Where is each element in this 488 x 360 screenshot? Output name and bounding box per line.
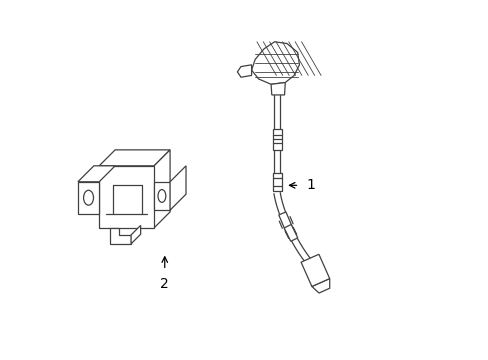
Polygon shape: [154, 150, 170, 228]
Bar: [272, 173, 281, 192]
Polygon shape: [251, 42, 299, 84]
Ellipse shape: [158, 190, 165, 202]
Bar: [284, 225, 297, 241]
Polygon shape: [170, 166, 185, 210]
Polygon shape: [99, 150, 170, 166]
Bar: [272, 129, 281, 150]
Polygon shape: [78, 166, 115, 182]
Text: 1: 1: [306, 178, 315, 192]
Polygon shape: [154, 182, 170, 210]
Polygon shape: [311, 279, 329, 293]
Ellipse shape: [83, 190, 93, 205]
Polygon shape: [270, 82, 285, 95]
Polygon shape: [237, 65, 251, 77]
Text: 2: 2: [160, 278, 169, 292]
Polygon shape: [131, 225, 141, 244]
Polygon shape: [110, 228, 131, 244]
Bar: [301, 254, 329, 287]
Polygon shape: [78, 182, 99, 214]
Polygon shape: [99, 166, 154, 228]
Bar: [278, 212, 293, 233]
